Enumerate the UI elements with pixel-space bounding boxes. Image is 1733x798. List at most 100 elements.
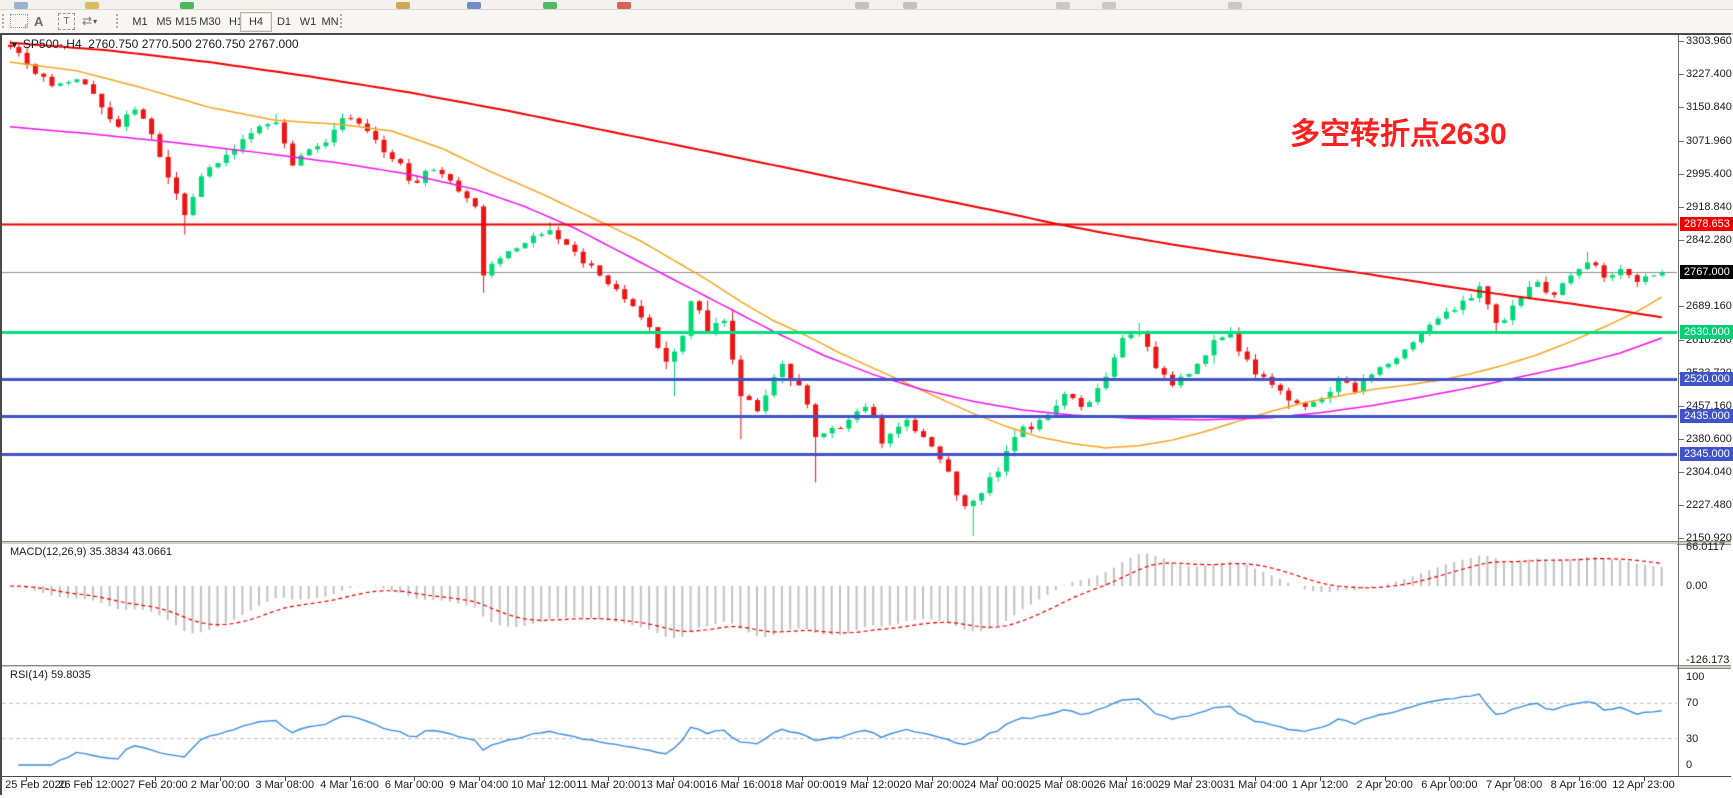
timeframe-button-M1[interactable]: M1: [132, 16, 148, 28]
symbol-timeframe: SP500-,H4: [22, 37, 82, 51]
ohlc-high: 2770.500: [141, 37, 192, 51]
date-label: 10 Mar 12:00: [511, 779, 577, 791]
y-axis-tick: 2842.280: [1686, 234, 1732, 246]
date-tick-mark: [996, 777, 998, 781]
rsi-axis-tick: 0: [1686, 759, 1693, 771]
text-annotation-button[interactable]: A: [34, 12, 43, 30]
timeframe-button-H4[interactable]: H4: [240, 12, 272, 32]
date-label: 16 Mar 16:00: [705, 779, 771, 791]
y-axis-tick: 3227.400: [1686, 68, 1732, 80]
date-tick-mark: [1449, 777, 1451, 781]
date-label: 25 Mar 08:00: [1028, 779, 1094, 791]
date-tick-mark: [1255, 777, 1257, 781]
date-label: 19 Mar 12:00: [834, 779, 900, 791]
y-axis-tick-mark: [1679, 439, 1684, 440]
y-axis-tick: 3150.840: [1686, 101, 1732, 113]
y-axis-tick-mark: [1679, 472, 1684, 473]
date-label: 26 Mar 16:00: [1093, 779, 1159, 791]
timeframe-button-D1[interactable]: D1: [276, 16, 292, 28]
toolbar-icon-fragment: [1228, 2, 1242, 9]
rsi-axis-tick: 100: [1686, 671, 1705, 683]
date-label: 11 Mar 20:00: [576, 779, 641, 791]
y-axis-tick: 3071.960: [1686, 135, 1732, 147]
macd-axis-tick: 0.00: [1686, 580, 1708, 592]
toolbar-icon-fragment: [1102, 2, 1116, 9]
rsi-canvas[interactable]: [2, 667, 1677, 776]
chevron-down-icon: ▾: [93, 16, 98, 26]
toolbar-icon-fragment: [543, 2, 557, 9]
date-label: 9 Mar 04:00: [449, 779, 509, 791]
y-axis-tick: 2304.040: [1686, 466, 1732, 478]
toolbar-icon-fragment: [617, 2, 631, 9]
toolbar-icon-fragment: [855, 2, 869, 9]
date-tick-mark: [26, 777, 27, 781]
macd-canvas[interactable]: [2, 544, 1677, 665]
grid-icon: [10, 14, 28, 31]
toolbar-icon-fragment: [85, 2, 99, 9]
date-tick-mark: [1061, 777, 1063, 781]
y-axis-tick-mark: [1679, 406, 1684, 407]
y-axis-tick: 2227.480: [1686, 499, 1732, 511]
date-label: 18 Mar 00:00: [769, 779, 835, 791]
date-label: 1 Apr 12:00: [1291, 779, 1349, 791]
y-axis-tick-mark: [1679, 107, 1684, 108]
letter-t-icon: T: [58, 12, 75, 30]
date-label: 13 Mar 04:00: [640, 779, 706, 791]
toolbar-grip[interactable]: [340, 14, 346, 28]
y-axis-tick-mark: [1679, 141, 1684, 142]
date-label: 6 Mar 00:00: [384, 779, 444, 791]
date-label: 2 Apr 20:00: [1356, 779, 1413, 791]
text-label-button[interactable]: T: [58, 12, 75, 30]
price-label-2345.000: 2345.000: [1680, 447, 1733, 462]
price-axis-line: [1678, 35, 1679, 776]
date-tick-mark: [1514, 777, 1516, 781]
price-chart-canvas[interactable]: [2, 35, 1677, 541]
rsi-indicator-label: RSI(14) 59.8035: [10, 669, 91, 681]
toolbar-grip[interactable]: [2, 14, 8, 28]
y-axis-tick: 2995.400: [1686, 168, 1732, 180]
toolbar-grip[interactable]: [116, 14, 122, 28]
date-label: 4 Mar 16:00: [320, 779, 379, 791]
date-label: 12 Apr 23:00: [1612, 779, 1675, 791]
timeframe-button-H1[interactable]: H1: [228, 16, 244, 28]
timeframe-button-MN[interactable]: MN: [321, 16, 339, 28]
toolbar-icon-fragment: [1056, 2, 1070, 9]
y-axis-tick: 3303.960: [1686, 35, 1732, 47]
macd-axis-tick: 66.0117: [1686, 541, 1725, 554]
date-tick-mark: [1384, 777, 1386, 781]
arrows-icon: ⇄: [82, 14, 92, 28]
date-tick-mark: [867, 777, 869, 781]
objects-dropdown-button[interactable]: ⇄ ▾: [82, 12, 97, 30]
macd-axis-tick: -126.173: [1686, 654, 1730, 667]
price-label-2767.000: 2767.000: [1680, 265, 1733, 280]
price-label-2435.000: 2435.000: [1680, 408, 1733, 423]
symbol-dropdown-icon: ▼: [10, 40, 19, 50]
date-tick-mark: [543, 777, 545, 781]
date-label: 20 Mar 20:00: [899, 779, 965, 791]
timeframe-button-W1[interactable]: W1: [299, 16, 317, 28]
price-label-2878.653: 2878.653: [1680, 217, 1733, 232]
date-label: 31 Mar 04:00: [1222, 779, 1288, 791]
timeframe-button-M30[interactable]: M30: [199, 16, 221, 28]
ohlc-close: 2767.000: [248, 37, 299, 51]
y-axis-tick-mark: [1679, 41, 1684, 42]
toolbar-icon-fragment: [14, 2, 28, 9]
date-label: 8 Apr 16:00: [1550, 779, 1607, 791]
chart-window: ▼ SP500-,H4 2760.750 2770.500 2760.750 27…: [0, 33, 1733, 797]
charts-grid-icon[interactable]: [10, 12, 28, 31]
toolbar-icon-fragment: [180, 2, 194, 9]
date-label: 7 Apr 08:00: [1485, 779, 1543, 791]
y-axis-tick-mark: [1679, 340, 1684, 341]
date-tick-mark: [1320, 777, 1321, 781]
y-axis-tick: 2380.600: [1686, 433, 1732, 445]
timeframe-button-M15[interactable]: M15: [175, 16, 197, 28]
date-label: 3 Mar 08:00: [255, 779, 315, 791]
date-axis: 25 Feb 2020 26 Feb 12:00 27 Feb 20:00 2 Mar…: [2, 776, 1731, 792]
timeframe-button-M5[interactable]: M5: [156, 16, 172, 28]
toolbar-icon-fragment: [467, 2, 481, 9]
date-tick-mark: [802, 777, 804, 781]
date-tick-mark: [284, 777, 286, 781]
date-tick-mark: [478, 777, 480, 781]
macd-indicator-label: MACD(12,26,9) 35.3834 43.0661: [10, 546, 173, 558]
